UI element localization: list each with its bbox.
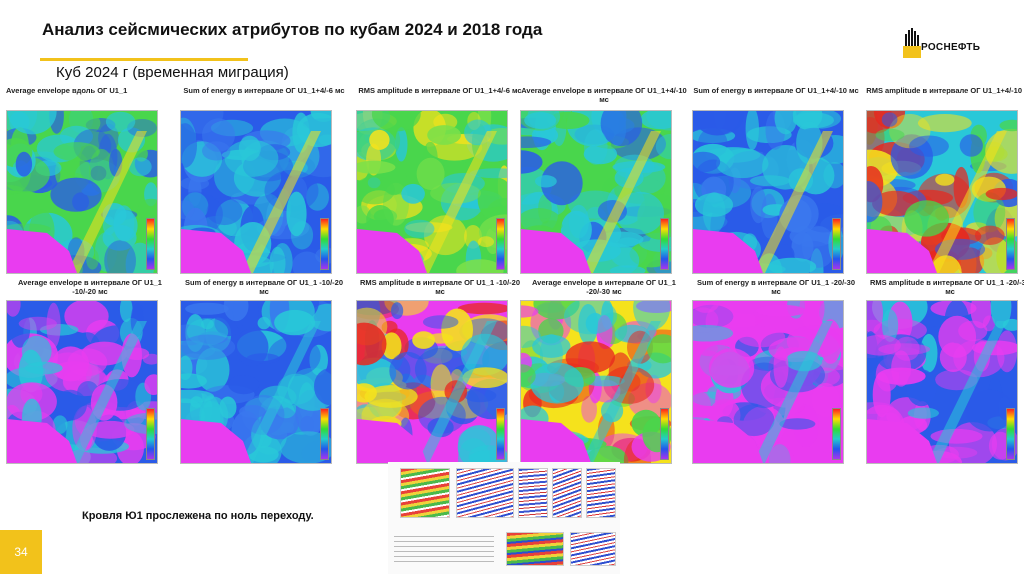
color-scale-bar	[660, 408, 669, 460]
attribute-map-title: Sum of energy в интервале ОГ U1_1+4/-6 м…	[183, 86, 345, 95]
attribute-map-title: RMS amplitude в интервале ОГ U1_1+4/-10 …	[866, 86, 1024, 95]
seismic-attribute-map	[180, 110, 332, 274]
seismic-attribute-map	[180, 300, 332, 464]
attribute-map-panel: RMS amplitude в интервале ОГ U1_1+4/-6 м…	[356, 86, 524, 276]
attribute-map-raster	[693, 111, 843, 273]
sections-legend-text	[394, 536, 494, 566]
seismic-attribute-map	[692, 300, 844, 464]
seismic-sections-figure	[388, 462, 620, 574]
title-underline	[40, 58, 248, 61]
attribute-map-raster	[867, 111, 1017, 273]
color-scale-bar	[146, 218, 155, 270]
color-scale-bar	[320, 408, 329, 460]
seismic-section-2	[456, 468, 514, 518]
logo-text: РОСНЕФТЬ	[921, 42, 981, 53]
interpretation-note: Кровля Ю1 прослежена по ноль переходу.	[82, 510, 314, 522]
color-scale-bar	[660, 218, 669, 270]
attribute-map-panel: Average envelope в интервале ОГ U1_1 -20…	[520, 278, 688, 468]
attribute-map-panel: RMS amplitude в интервале ОГ U1_1 -10/-2…	[356, 278, 524, 468]
attribute-map-title: Sum of energy в интервале ОГ U1_1 -10/-2…	[185, 278, 343, 296]
attribute-map-title: RMS amplitude в интервале ОГ U1_1+4/-6 м…	[358, 86, 522, 95]
attribute-map-raster	[693, 301, 843, 463]
seismic-section-5	[586, 468, 616, 518]
color-scale-bar	[146, 408, 155, 460]
color-scale-bar	[320, 218, 329, 270]
color-scale-bar	[1006, 408, 1015, 460]
company-logo: РОСНЕФТЬ	[903, 28, 993, 62]
attribute-map-raster	[357, 301, 507, 463]
attribute-map-raster	[357, 111, 507, 273]
slide-subtitle: Куб 2024 г (временная миграция)	[56, 64, 289, 81]
seismic-section-6	[506, 532, 564, 566]
color-scale-bar	[496, 218, 505, 270]
attribute-map-panel: RMS amplitude в интервале ОГ U1_1+4/-10 …	[866, 86, 1024, 276]
attribute-map-title: RMS amplitude в интервале ОГ U1_1 -10/-2…	[359, 278, 521, 296]
seismic-section-4	[552, 468, 582, 518]
attribute-map-panel: Sum of energy в интервале ОГ U1_1+4/-6 м…	[180, 86, 348, 276]
attribute-map-title: Average envelope вдоль ОГ U1_1	[6, 86, 128, 95]
seismic-section-1	[400, 468, 450, 518]
seismic-attribute-map	[866, 110, 1018, 274]
seismic-section-7	[570, 532, 616, 566]
color-scale-bar	[496, 408, 505, 460]
seismic-attribute-map	[692, 110, 844, 274]
attribute-map-title: Average envelope в интервале ОГ U1_1 -20…	[532, 278, 676, 296]
attribute-map-panel: Sum of energy в интервале ОГ U1_1 -20/-3…	[692, 278, 860, 468]
seismic-attribute-map	[356, 300, 508, 464]
attribute-map-panel: Average envelope в интервале ОГ U1_1 -10…	[6, 278, 174, 468]
seismic-attribute-map	[6, 300, 158, 464]
attribute-map-title: RMS amplitude в интервале ОГ U1_1 -20/-3…	[869, 278, 1024, 296]
seismic-attribute-map	[520, 110, 672, 274]
attribute-map-raster	[7, 111, 157, 273]
seismic-attribute-map	[520, 300, 672, 464]
slide-title: Анализ сейсмических атрибутов по кубам 2…	[42, 20, 543, 39]
attribute-map-title: Sum of energy в интервале ОГ U1_1 -20/-3…	[697, 278, 855, 296]
color-scale-bar	[1006, 218, 1015, 270]
color-scale-bar	[832, 408, 841, 460]
seismic-attribute-map	[6, 110, 158, 274]
attribute-map-raster	[7, 301, 157, 463]
color-scale-bar	[832, 218, 841, 270]
attribute-map-panel: Sum of energy в интервале ОГ U1_1+4/-10 …	[692, 86, 860, 276]
attribute-map-raster	[181, 111, 331, 273]
page-number-badge: 34	[0, 530, 42, 574]
attribute-map-raster	[521, 301, 671, 463]
attribute-map-raster	[867, 301, 1017, 463]
rosneft-logo-icon	[903, 28, 921, 58]
attribute-map-title: Sum of energy в интервале ОГ U1_1+4/-10 …	[693, 86, 859, 95]
seismic-attribute-map	[866, 300, 1018, 464]
attribute-map-panel: Sum of energy в интервале ОГ U1_1 -10/-2…	[180, 278, 348, 468]
attribute-map-panel: RMS amplitude в интервале ОГ U1_1 -20/-3…	[866, 278, 1024, 468]
attribute-map-raster	[521, 111, 671, 273]
seismic-attribute-map	[356, 110, 508, 274]
attribute-map-raster	[181, 301, 331, 463]
seismic-section-3	[518, 468, 548, 518]
attribute-map-title: Average envelope в интервале ОГ U1_1 -10…	[18, 278, 162, 296]
attribute-map-panel: Average envelope в интервале ОГ U1_1+4/-…	[520, 86, 688, 276]
attribute-map-title: Average envelope в интервале ОГ U1_1+4/-…	[521, 86, 687, 104]
attribute-map-panel: Average envelope вдоль ОГ U1_1	[6, 86, 174, 276]
